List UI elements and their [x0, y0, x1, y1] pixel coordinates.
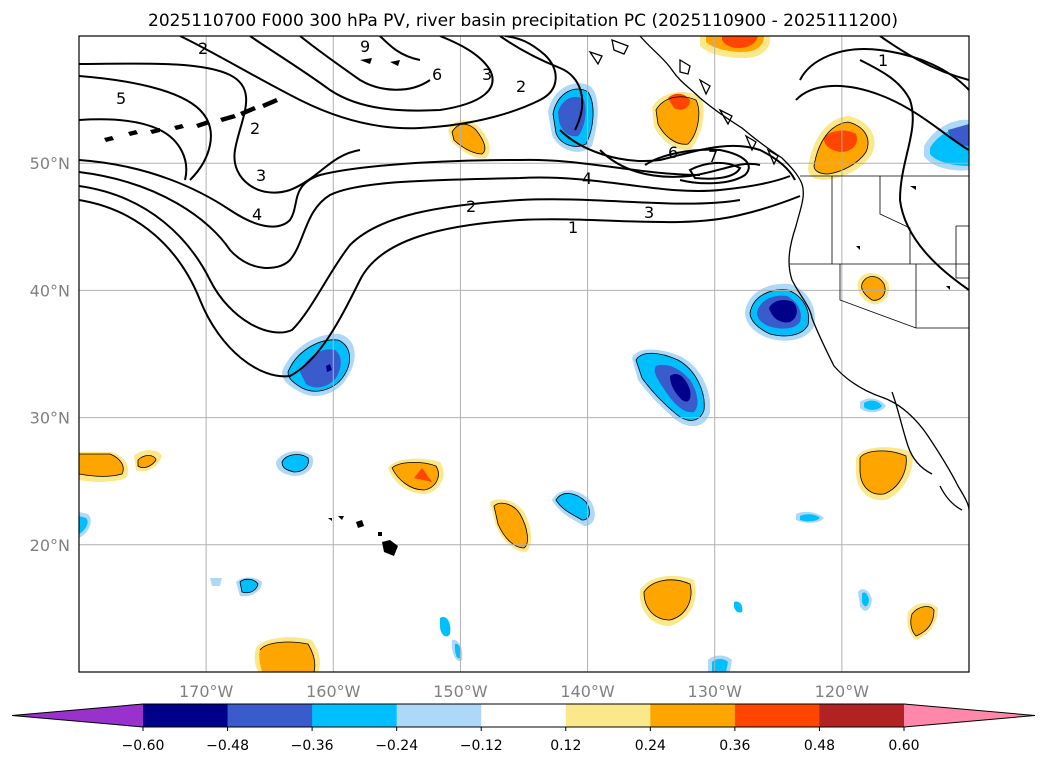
latitude-labels: 20°N 30°N 40°N 50°N	[30, 154, 70, 555]
map-frame	[78, 35, 970, 673]
contour-label: 2	[516, 77, 526, 96]
longitude-tick-label: 160°W	[306, 682, 361, 701]
latitude-tick-label: 50°N	[30, 154, 70, 173]
contour-label: 4	[582, 169, 592, 188]
gridlines	[79, 36, 969, 672]
colorbar-bin	[312, 704, 398, 727]
contour-label: 1	[568, 218, 578, 237]
longitude-tick-label: 140°W	[560, 682, 615, 701]
contour-label: 3	[256, 166, 266, 185]
contour-label: 9	[360, 37, 370, 56]
colorbar-tick-label: 0.36	[719, 738, 750, 754]
positive-anomaly-bc-coast	[652, 36, 771, 151]
colorbar-bin	[481, 704, 567, 727]
longitude-tick-label: 130°W	[688, 682, 743, 701]
latitude-tick-label: 40°N	[30, 281, 70, 300]
colorbar-tick-label: −0.36	[291, 738, 334, 754]
colorbar-tick-label: 0.60	[888, 738, 919, 754]
colorbar-bin	[650, 704, 736, 727]
pv-contour-labels: 1 1 2 2 2 3 3 3 4 4 5 6 6 7 9 2	[116, 37, 888, 237]
colorbar-tick-label: −0.12	[460, 738, 503, 754]
contour-label: 7	[708, 147, 718, 166]
colorbar-extend-high	[904, 704, 1035, 727]
latitude-tick-label: 20°N	[30, 536, 70, 555]
negative-anomaly-small-cells	[79, 119, 969, 672]
colorbar-tick-label: 0.12	[550, 738, 581, 754]
negative-anomaly-california	[745, 283, 815, 341]
colorbar-tick-label: 0.24	[635, 738, 666, 754]
colorbar-bin	[565, 704, 651, 727]
colorbar-extend-low	[12, 704, 143, 727]
colorbar-bin	[819, 704, 905, 727]
contour-label: 2	[466, 197, 476, 216]
colorbar-bin	[227, 704, 313, 727]
positive-anomaly-mexico	[856, 447, 913, 501]
negative-anomaly-subtropical	[632, 349, 711, 427]
colorbar-tick-label: 0.48	[804, 738, 835, 754]
colorbar-tick-label: −0.48	[206, 738, 249, 754]
precip-anomalies	[79, 36, 969, 672]
contour-label: 6	[432, 65, 442, 84]
colorbar-bin	[396, 704, 482, 727]
map-title: 2025110700 F000 300 hPa PV, river basin …	[148, 11, 898, 31]
contour-label: 6	[668, 143, 678, 162]
islands	[104, 58, 950, 556]
colorbar-tick-label: −0.24	[375, 738, 418, 754]
longitude-tick-label: 170°W	[179, 682, 234, 701]
negative-anomaly-central	[282, 333, 355, 397]
longitude-tick-label: 120°W	[815, 682, 870, 701]
longitude-labels: 170°W 160°W 150°W 140°W 130°W 120°W	[179, 682, 869, 701]
colorbar: −0.60 −0.48 −0.36 −0.24 −0.12 0.12 0.24 0.36 0.4…	[11, 703, 1036, 754]
latitude-tick-label: 30°N	[30, 409, 70, 428]
positive-anomaly-pacific-nw	[808, 116, 875, 180]
pv-contours	[79, 36, 969, 378]
contour-label: 5	[116, 89, 126, 108]
colorbar-tick-label: −0.60	[122, 738, 165, 754]
colorbar-bin	[734, 704, 820, 727]
positive-anomaly-hawaii-north	[388, 458, 444, 494]
coastlines	[588, 36, 969, 511]
contour-label: 4	[252, 205, 262, 224]
longitude-tick-label: 150°W	[433, 682, 488, 701]
contour-label: 3	[644, 203, 654, 222]
contour-label: 2	[250, 119, 260, 138]
contour-label: 2	[198, 39, 208, 58]
political-borders	[790, 175, 969, 329]
contour-label: 1	[878, 51, 888, 70]
colorbar-bin	[143, 704, 229, 727]
contour-label: 3	[482, 65, 492, 84]
map-panel: 1 1 2 2 2 3 3 3 4 4 5 6 6 7 9 2	[78, 35, 970, 673]
